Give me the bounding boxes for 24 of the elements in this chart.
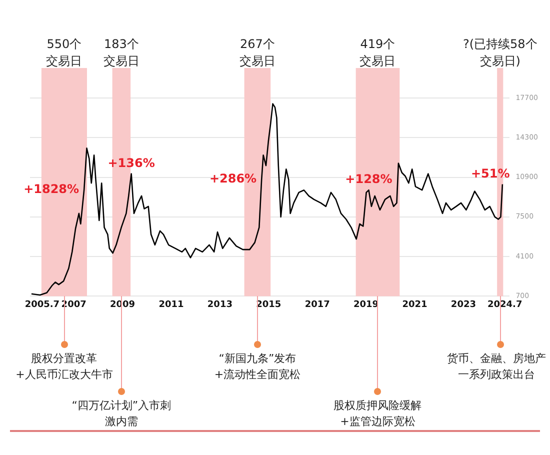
text: “新国九条”发布+流动性全面宽松: [214, 352, 301, 382]
x-tick-label: 2011: [158, 300, 184, 310]
text: 股权质押风险缓解+监管边际宽松: [334, 399, 422, 428]
x-tick-label: 2015: [256, 300, 282, 310]
annotation: +286%: [209, 172, 257, 186]
annotation: +128%: [345, 172, 392, 186]
band-label: 419个交易日: [360, 37, 396, 68]
x-tick-label: 2019: [354, 300, 379, 310]
annotation: +1828%: [24, 182, 80, 196]
text: 股权分置改革+人民币汇改大牛市: [16, 352, 113, 382]
x-tick-label: 2024.7: [487, 300, 522, 310]
text: 货币、金融、房地产一系列政策出台: [447, 352, 546, 382]
x-tick-label: 2021: [402, 300, 428, 310]
x-tick-label: 2005.7: [24, 300, 60, 310]
band-label: 550个交易日: [46, 37, 82, 68]
band-label: 267个交易日: [239, 37, 276, 68]
band-label: 183个交易日: [103, 37, 140, 68]
band-label: ?(已持续58个交易日): [462, 37, 538, 68]
annotation: +51%: [470, 166, 510, 180]
x-tick-label: 2013: [207, 300, 232, 310]
text: “四万亿计划”入市刺激内需: [72, 399, 172, 428]
annotation: +136%: [108, 156, 155, 170]
x-tick-label: 2023: [450, 300, 476, 310]
x-tick-label: 2017: [304, 300, 330, 310]
